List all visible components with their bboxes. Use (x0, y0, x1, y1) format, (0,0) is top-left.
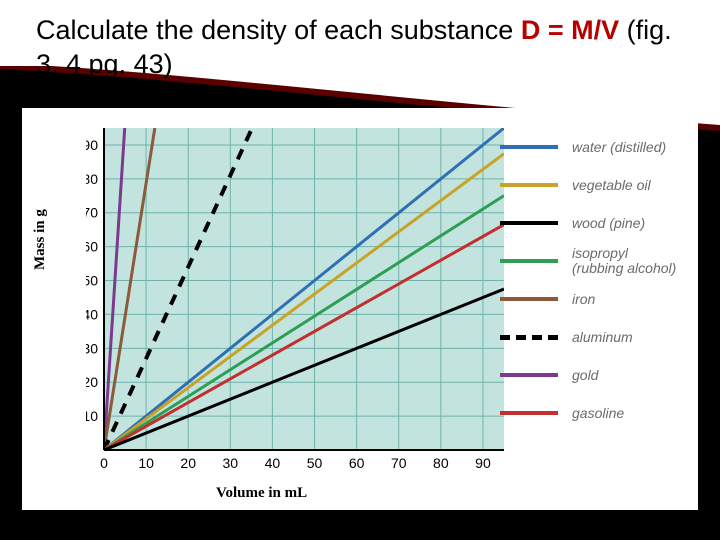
svg-text:10: 10 (138, 455, 154, 471)
legend-item-water-distilled: water (distilled) (500, 136, 680, 158)
svg-text:10: 10 (86, 408, 98, 424)
legend-label-gold: gold (572, 368, 598, 383)
legend-label-wood-pine: wood (pine) (572, 216, 645, 231)
legend-item-gasoline: gasoline (500, 402, 680, 424)
slide-title: Calculate the density of each substance … (36, 14, 700, 82)
legend-label-aluminum: aluminum (572, 330, 633, 345)
legend-key-gold (500, 373, 558, 377)
legend-key-vegetable-oil (500, 183, 558, 187)
legend-key-iron (500, 297, 558, 301)
legend: water (distilled) vegetable oil wood (pine… (500, 136, 680, 440)
x-axis-label: Volume in mL (216, 485, 307, 502)
legend-item-vegetable-oil: vegetable oil (500, 174, 680, 196)
svg-text:90: 90 (475, 455, 491, 471)
slide: Calculate the density of each substance … (0, 0, 720, 540)
legend-key-aluminum (500, 335, 558, 340)
svg-text:80: 80 (86, 171, 98, 187)
legend-label-water-distilled: water (distilled) (572, 140, 666, 155)
figure-panel: Mass in g 0 10 20 30 40 50 60 70 80 90 10 20 30 40 50 6… (22, 108, 698, 510)
svg-text:70: 70 (86, 205, 98, 221)
legend-item-gold: gold (500, 364, 680, 386)
legend-item-aluminum: aluminum (500, 326, 680, 348)
svg-text:0: 0 (100, 455, 108, 471)
legend-label-vegetable-oil: vegetable oil (572, 178, 651, 193)
legend-label-gasoline: gasoline (572, 406, 624, 421)
legend-key-isopropyl (500, 259, 558, 263)
svg-text:80: 80 (433, 455, 449, 471)
svg-text:40: 40 (86, 306, 98, 322)
legend-label-isopropyl: isopropyl (rubbing alcohol) (572, 246, 680, 275)
legend-item-iron: iron (500, 288, 680, 310)
svg-text:90: 90 (86, 137, 98, 153)
legend-key-water-distilled (500, 145, 558, 149)
legend-key-gasoline (500, 411, 558, 415)
svg-text:60: 60 (349, 455, 365, 471)
svg-text:50: 50 (307, 455, 323, 471)
svg-text:40: 40 (265, 455, 281, 471)
svg-text:30: 30 (223, 455, 239, 471)
legend-item-isopropyl: isopropyl (rubbing alcohol) (500, 250, 680, 272)
plot-area: 0 10 20 30 40 50 60 70 80 90 10 20 30 40 50 60 70 80 90 (86, 120, 506, 480)
title-formula: D = M/V (521, 15, 619, 45)
legend-label-iron: iron (572, 292, 595, 307)
svg-text:60: 60 (86, 239, 98, 255)
legend-item-wood-pine: wood (pine) (500, 212, 680, 234)
title-prefix: Calculate the density of each substance (36, 15, 521, 45)
chart: Mass in g 010203040506070809010203040506… (36, 120, 686, 500)
svg-text:30: 30 (86, 340, 98, 356)
svg-text:20: 20 (86, 374, 98, 390)
svg-text:50: 50 (86, 273, 98, 289)
legend-key-wood-pine (500, 221, 558, 225)
svg-text:70: 70 (391, 455, 407, 471)
svg-text:20: 20 (180, 455, 196, 471)
y-axis-label: Mass in g (32, 209, 49, 270)
